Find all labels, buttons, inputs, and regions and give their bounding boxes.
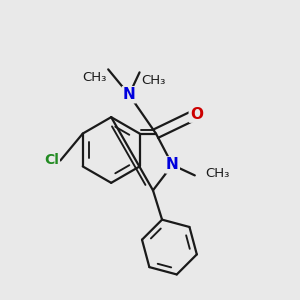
Text: O: O (190, 107, 203, 122)
Text: CH₃: CH₃ (141, 74, 165, 87)
Text: N: N (123, 87, 136, 102)
Text: N: N (166, 158, 179, 172)
Text: CH₃: CH₃ (82, 71, 107, 84)
Text: CH₃: CH₃ (205, 167, 230, 180)
Text: Cl: Cl (44, 154, 59, 167)
